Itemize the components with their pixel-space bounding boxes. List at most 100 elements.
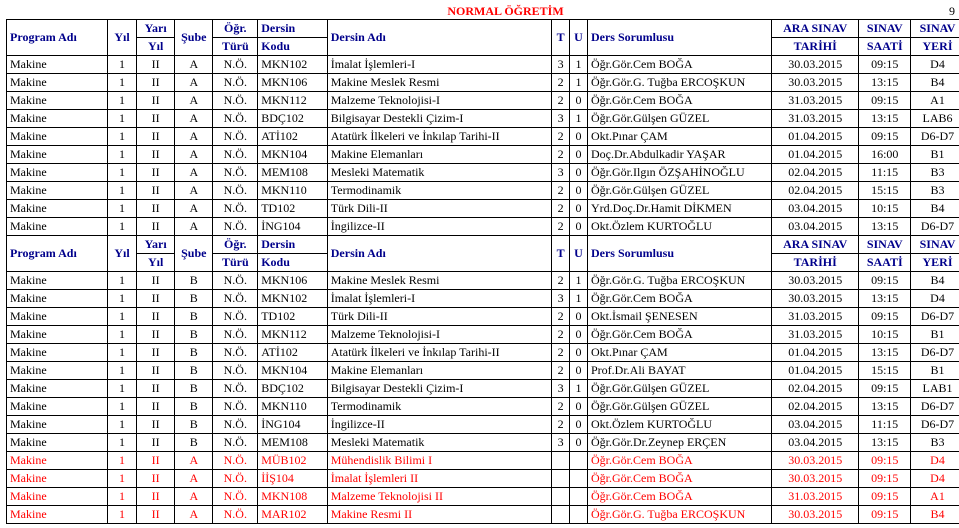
- hdr-yari-bot: Yıl: [137, 38, 175, 56]
- table-row: Makine1IIBN.Ö.MKN112Malzeme Teknolojisi-…: [7, 326, 959, 344]
- cell-ders: Atatürk İlkeleri ve İnkılap Tarihi-II: [327, 128, 551, 146]
- cell-program: Makine: [7, 416, 108, 434]
- cell-tarih: 02.04.2015: [771, 398, 858, 416]
- cell-kod: MÜB102: [258, 452, 328, 470]
- cell-ogr: N.Ö.: [213, 452, 258, 470]
- cell-program: Makine: [7, 398, 108, 416]
- cell-ogr: N.Ö.: [213, 146, 258, 164]
- cell-tarih: 01.04.2015: [771, 146, 858, 164]
- hdr-yeri-top: SINAV: [911, 20, 959, 38]
- cell-tarih: 30.03.2015: [771, 56, 858, 74]
- table-row: Makine1IIBN.Ö.MKN110Termodinamik20Öğr.Gö…: [7, 398, 959, 416]
- cell-ders: İmalat İşlemleri-I: [327, 56, 551, 74]
- cell-yari: II: [137, 92, 175, 110]
- cell-sube: B: [175, 416, 213, 434]
- cell-yeri: B4: [911, 272, 959, 290]
- cell-saat: 13:15: [859, 290, 911, 308]
- cell-kod: MKN102: [258, 56, 328, 74]
- cell-kod: TD102: [258, 308, 328, 326]
- cell-ogr: N.Ö.: [213, 488, 258, 506]
- cell-sorumlu: Yrd.Doç.Dr.Hamit DİKMEN: [587, 200, 771, 218]
- cell-sube: B: [175, 398, 213, 416]
- cell-yil: 1: [107, 290, 136, 308]
- cell-tarih: 03.04.2015: [771, 434, 858, 452]
- hdr-kod-top: Dersin: [258, 236, 328, 254]
- cell-program: Makine: [7, 308, 108, 326]
- cell-t: 2: [552, 218, 570, 236]
- cell-yil: 1: [107, 146, 136, 164]
- cell-t: 3: [552, 434, 570, 452]
- cell-saat: 09:15: [859, 56, 911, 74]
- cell-t: 2: [552, 416, 570, 434]
- page-title: NORMAL ÖĞRETİM: [96, 4, 915, 19]
- cell-yil: 1: [107, 434, 136, 452]
- page-number: 9: [915, 4, 959, 19]
- cell-yil: 1: [107, 380, 136, 398]
- cell-sorumlu: Öğr.Gör.Cem BOĞA: [587, 470, 771, 488]
- cell-sube: A: [175, 218, 213, 236]
- cell-yil: 1: [107, 416, 136, 434]
- cell-tarih: 02.04.2015: [771, 182, 858, 200]
- cell-yil: 1: [107, 164, 136, 182]
- cell-ders: Atatürk İlkeleri ve İnkılap Tarihi-II: [327, 344, 551, 362]
- cell-sube: B: [175, 434, 213, 452]
- hdr-yil: Yıl: [107, 236, 136, 272]
- cell-t: 3: [552, 110, 570, 128]
- hdr-ders: Dersin Adı: [327, 236, 551, 272]
- cell-ders: Makine Meslek Resmi: [327, 272, 551, 290]
- cell-program: Makine: [7, 470, 108, 488]
- cell-yil: 1: [107, 128, 136, 146]
- cell-tarih: 01.04.2015: [771, 362, 858, 380]
- hdr-yeri-top: SINAV: [911, 236, 959, 254]
- cell-kod: MKN112: [258, 92, 328, 110]
- cell-yeri: B4: [911, 74, 959, 92]
- hdr-t: T: [552, 236, 570, 272]
- cell-yari: II: [137, 164, 175, 182]
- cell-program: Makine: [7, 110, 108, 128]
- cell-saat: 09:15: [859, 92, 911, 110]
- cell-ders: Termodinamik: [327, 398, 551, 416]
- cell-ders: Mesleki Matematik: [327, 434, 551, 452]
- cell-yil: 1: [107, 488, 136, 506]
- cell-ogr: N.Ö.: [213, 128, 258, 146]
- cell-program: Makine: [7, 272, 108, 290]
- hdr-sorumlu: Ders Sorumlusu: [587, 20, 771, 56]
- table-row: Makine1IIBN.Ö.TD102Türk Dili-II20Okt.İsm…: [7, 308, 959, 326]
- cell-t: 3: [552, 380, 570, 398]
- cell-ders: Mesleki Matematik: [327, 164, 551, 182]
- table-row: Makine1IIAN.Ö.TD102Türk Dili-II20Yrd.Doç…: [7, 200, 959, 218]
- cell-tarih: 02.04.2015: [771, 380, 858, 398]
- cell-kod: MKN104: [258, 362, 328, 380]
- cell-sorumlu: Öğr.Gör.Ilgın ÖZŞAHİNOĞLU: [587, 164, 771, 182]
- cell-yeri: D4: [911, 290, 959, 308]
- hdr-t: T: [552, 20, 570, 56]
- cell-yeri: B1: [911, 326, 959, 344]
- cell-u: 0: [570, 182, 588, 200]
- cell-sorumlu: Öğr.Gör.Dr.Zeynep ERÇEN: [587, 434, 771, 452]
- cell-ders: Türk Dili-II: [327, 200, 551, 218]
- cell-sorumlu: Okt.İsmail ŞENESEN: [587, 308, 771, 326]
- table-row: Makine1IIAN.Ö.BDÇ102Bilgisayar Destekli …: [7, 110, 959, 128]
- cell-yeri: B3: [911, 182, 959, 200]
- cell-sube: A: [175, 146, 213, 164]
- hdr-ders: Dersin Adı: [327, 20, 551, 56]
- cell-tarih: 01.04.2015: [771, 344, 858, 362]
- cell-sorumlu: Öğr.Gör.G. Tuğba ERCOŞKUN: [587, 74, 771, 92]
- cell-tarih: 30.03.2015: [771, 470, 858, 488]
- cell-saat: 16:00: [859, 146, 911, 164]
- cell-sorumlu: Okt.Pınar ÇAM: [587, 128, 771, 146]
- cell-yeri: B1: [911, 146, 959, 164]
- cell-yeri: B4: [911, 200, 959, 218]
- cell-saat: 13:15: [859, 344, 911, 362]
- cell-ders: Makine Elemanları: [327, 146, 551, 164]
- cell-sorumlu: Okt.Özlem KURTOĞLU: [587, 218, 771, 236]
- cell-sube: B: [175, 344, 213, 362]
- cell-ders: İngilizce-II: [327, 218, 551, 236]
- cell-saat: 15:15: [859, 362, 911, 380]
- cell-program: Makine: [7, 74, 108, 92]
- cell-t: 2: [552, 272, 570, 290]
- schedule-table: Program Adı Yıl Yarı Şube Öğr. Dersin De…: [6, 19, 959, 524]
- cell-u: 0: [570, 92, 588, 110]
- hdr-ogr-top: Öğr.: [213, 236, 258, 254]
- cell-yeri: LAB6: [911, 110, 959, 128]
